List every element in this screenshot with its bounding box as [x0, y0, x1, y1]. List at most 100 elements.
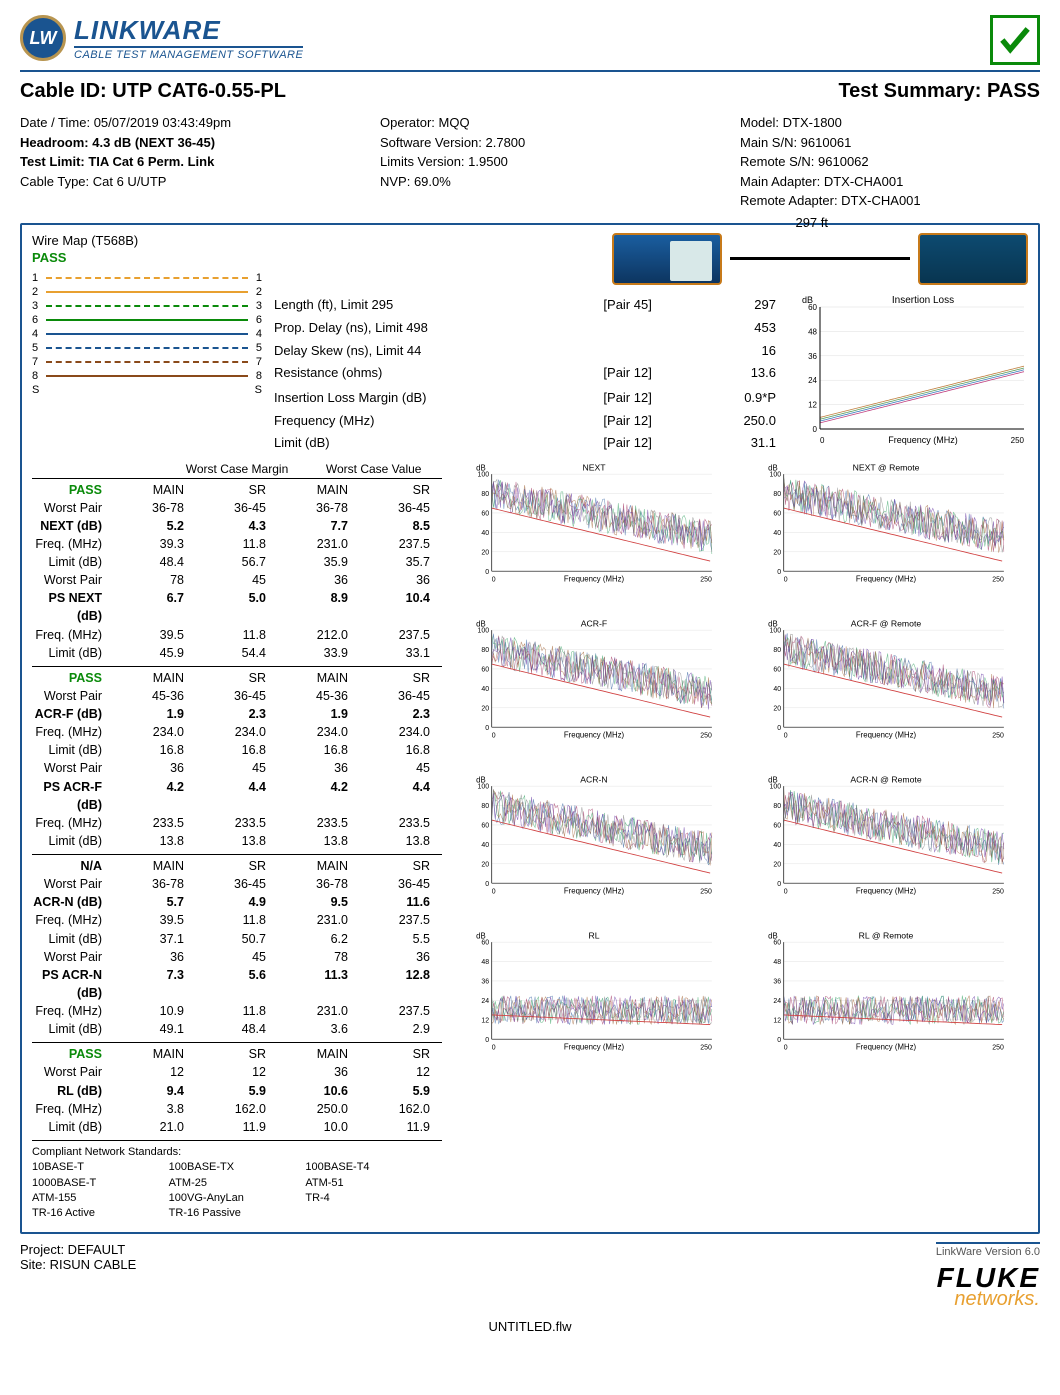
- pass-checkmark-icon: [990, 15, 1040, 65]
- chart-next: dBNEXT1008060402000Frequency (MHz)250: [452, 462, 736, 614]
- svg-text:48: 48: [773, 959, 781, 966]
- divider: [20, 70, 1040, 72]
- svg-text:Frequency (MHz): Frequency (MHz): [564, 730, 625, 739]
- wiremap: Wire Map (T568B) PASS 1122336644557788SS: [32, 233, 262, 456]
- svg-text:20: 20: [481, 861, 489, 868]
- svg-text:250: 250: [992, 576, 1004, 583]
- cable-id: UTP CAT6-0.55-PL: [112, 80, 286, 102]
- svg-text:60: 60: [481, 666, 489, 673]
- svg-text:ACR-F: ACR-F: [581, 618, 607, 628]
- svg-text:24: 24: [808, 376, 817, 385]
- svg-text:80: 80: [481, 647, 489, 654]
- svg-text:NEXT: NEXT: [582, 462, 606, 472]
- lw-badge-icon: LW: [20, 15, 66, 61]
- svg-text:0: 0: [485, 568, 489, 575]
- compliant-standards: Compliant Network Standards: 10BASE-T100…: [32, 1145, 442, 1222]
- svg-text:Frequency (MHz): Frequency (MHz): [856, 574, 917, 583]
- svg-text:60: 60: [481, 510, 489, 517]
- svg-text:24: 24: [773, 997, 781, 1004]
- svg-text:12: 12: [481, 1017, 489, 1024]
- svg-text:60: 60: [773, 939, 781, 946]
- device-diagram: 297 ft: [272, 233, 1028, 285]
- title-row: Cable ID: UTP CAT6-0.55-PL Test Summary:…: [20, 80, 1040, 103]
- svg-text:Frequency (MHz): Frequency (MHz): [856, 1042, 917, 1051]
- svg-text:40: 40: [481, 529, 489, 536]
- svg-text:60: 60: [481, 822, 489, 829]
- svg-text:20: 20: [481, 705, 489, 712]
- svg-text:0: 0: [784, 888, 788, 895]
- svg-text:100: 100: [770, 627, 782, 634]
- wiremap-status: PASS: [32, 250, 262, 265]
- svg-text:250: 250: [992, 732, 1004, 739]
- svg-text:ACR-N @ Remote: ACR-N @ Remote: [850, 774, 922, 784]
- svg-text:12: 12: [808, 400, 817, 409]
- site-label: Site: RISUN CABLE: [20, 1257, 136, 1272]
- filename: UNTITLED.flw: [20, 1319, 1040, 1334]
- main-box: Wire Map (T568B) PASS 1122336644557788SS…: [20, 223, 1040, 1234]
- svg-text:0: 0: [485, 1036, 489, 1043]
- svg-text:Frequency (MHz): Frequency (MHz): [888, 435, 958, 445]
- chart-acr-f-remote: dBACR-F @ Remote1008060402000Frequency (…: [744, 618, 1028, 770]
- svg-text:60: 60: [773, 666, 781, 673]
- svg-text:NEXT @ Remote: NEXT @ Remote: [853, 462, 920, 472]
- svg-text:48: 48: [481, 959, 489, 966]
- header: LW LINKWARE CABLE TEST MANAGEMENT SOFTWA…: [20, 15, 1040, 65]
- svg-text:40: 40: [773, 841, 781, 848]
- svg-text:36: 36: [773, 978, 781, 985]
- svg-text:RL @ Remote: RL @ Remote: [859, 930, 914, 940]
- svg-text:0: 0: [492, 576, 496, 583]
- svg-text:36: 36: [808, 351, 817, 360]
- insertion-loss-chart: dBInsertion Loss604836241200Frequency (M…: [798, 293, 1028, 456]
- svg-text:12: 12: [773, 1017, 781, 1024]
- metadata: Date / Time: 05/07/2019 03:43:49pmHeadro…: [20, 113, 1040, 211]
- svg-text:60: 60: [773, 510, 781, 517]
- svg-text:60: 60: [808, 303, 817, 312]
- chart-rl: dBRL604836241200Frequency (MHz)250: [452, 930, 736, 1082]
- svg-text:250: 250: [992, 1044, 1004, 1051]
- svg-text:Frequency (MHz): Frequency (MHz): [564, 1042, 625, 1051]
- project-label: Project: DEFAULT: [20, 1242, 136, 1257]
- svg-text:0: 0: [492, 888, 496, 895]
- svg-text:0: 0: [784, 732, 788, 739]
- svg-text:100: 100: [478, 783, 490, 790]
- svg-text:80: 80: [773, 647, 781, 654]
- svg-text:60: 60: [481, 939, 489, 946]
- svg-text:250: 250: [1011, 436, 1025, 445]
- cable-length: 297 ft: [795, 215, 828, 230]
- test-summary: PASS: [987, 80, 1040, 102]
- svg-text:20: 20: [773, 705, 781, 712]
- footer: Project: DEFAULT Site: RISUN CABLE LinkW…: [20, 1242, 1040, 1311]
- svg-text:36: 36: [481, 978, 489, 985]
- svg-text:80: 80: [773, 803, 781, 810]
- svg-text:0: 0: [492, 1044, 496, 1051]
- svg-text:Frequency (MHz): Frequency (MHz): [564, 574, 625, 583]
- svg-text:Frequency (MHz): Frequency (MHz): [564, 886, 625, 895]
- version-label: LinkWare Version 6.0: [936, 1242, 1040, 1258]
- svg-text:40: 40: [773, 685, 781, 692]
- svg-text:100: 100: [478, 627, 490, 634]
- svg-text:20: 20: [773, 549, 781, 556]
- svg-text:Frequency (MHz): Frequency (MHz): [856, 730, 917, 739]
- brand-name: LINKWARE: [74, 15, 303, 46]
- charts-column: dBNEXT1008060402000Frequency (MHz)250dBN…: [452, 462, 1028, 1222]
- main-device-icon: [612, 233, 722, 285]
- svg-text:80: 80: [481, 491, 489, 498]
- svg-text:0: 0: [485, 724, 489, 731]
- chart-acr-n-remote: dBACR-N @ Remote1008060402000Frequency (…: [744, 774, 1028, 926]
- svg-text:Frequency (MHz): Frequency (MHz): [856, 886, 917, 895]
- svg-text:20: 20: [773, 861, 781, 868]
- svg-text:40: 40: [481, 841, 489, 848]
- svg-text:100: 100: [478, 471, 490, 478]
- chart-rl-remote: dBRL @ Remote604836241200Frequency (MHz)…: [744, 930, 1028, 1082]
- svg-text:0: 0: [492, 732, 496, 739]
- svg-text:100: 100: [770, 783, 782, 790]
- svg-text:60: 60: [773, 822, 781, 829]
- remote-device-icon: [918, 233, 1028, 285]
- svg-text:250: 250: [700, 888, 712, 895]
- data-tables: Worst Case Margin Worst Case Value PASSM…: [32, 462, 442, 1222]
- svg-text:250: 250: [700, 1044, 712, 1051]
- svg-text:80: 80: [481, 803, 489, 810]
- svg-text:0: 0: [485, 880, 489, 887]
- chart-acr-f: dBACR-F1008060402000Frequency (MHz)250: [452, 618, 736, 770]
- svg-text:0: 0: [813, 425, 818, 434]
